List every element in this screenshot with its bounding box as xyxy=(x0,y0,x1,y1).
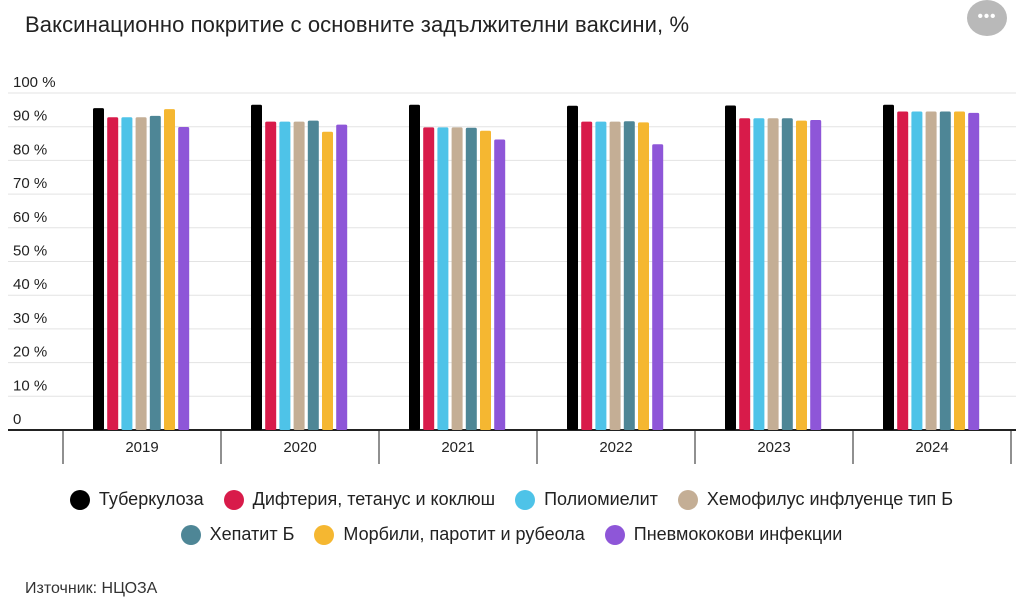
x-tick-label: 2024 xyxy=(915,439,948,456)
bar xyxy=(781,118,793,431)
legend-item: Пневмококови инфекции xyxy=(604,524,843,545)
y-tick-label: 80 % xyxy=(13,141,47,158)
bar xyxy=(968,112,980,431)
bar xyxy=(149,115,161,430)
legend-swatch xyxy=(677,489,698,510)
legend-label: Пневмококови инфекции xyxy=(633,524,843,544)
bar xyxy=(911,111,923,430)
x-tick-label: 2019 xyxy=(125,439,158,456)
legend-label: Дифтерия, тетанус и коклюш xyxy=(252,489,496,509)
bar xyxy=(336,124,348,430)
y-tick-label: 0 xyxy=(13,411,21,428)
legend-swatch xyxy=(515,489,536,510)
legend-swatch xyxy=(180,524,201,545)
y-tick-label: 60 % xyxy=(13,209,47,226)
legend-row-2: Хепатит Б Морбили, паротит и рубеола Пневм… xyxy=(0,524,1023,545)
bar xyxy=(465,127,477,430)
bar xyxy=(265,121,277,431)
bar xyxy=(494,139,506,431)
legend-item: Хепатит Б xyxy=(180,524,295,545)
bar xyxy=(638,122,649,430)
bar xyxy=(437,127,449,431)
legend-item: Дифтерия, тетанус и коклюш xyxy=(223,489,496,510)
bar xyxy=(925,111,937,430)
bar xyxy=(279,121,291,431)
legend-item: Хемофилус инфлуенце тип Б xyxy=(677,489,954,510)
y-tick-label: 100 % xyxy=(13,74,56,91)
legend-label: Полиомиелит xyxy=(544,489,658,509)
bar xyxy=(135,117,147,430)
y-tick-label: 40 % xyxy=(13,276,47,293)
y-tick-label: 90 % xyxy=(13,108,47,125)
bar-chart: 0 10 % 20 % 30 % 40 % 50 % 60 % 70 % 80 % 90 % 100… xyxy=(8,74,1016,464)
bar xyxy=(796,120,807,430)
bar xyxy=(293,121,305,431)
y-tick-label: 70 % xyxy=(13,175,47,192)
x-tick-label: 2022 xyxy=(599,439,632,456)
legend-item: Полиомиелит xyxy=(515,489,658,510)
more-options-button[interactable]: ••• xyxy=(967,0,1007,36)
bar xyxy=(93,108,104,430)
legend-swatch xyxy=(223,489,244,510)
bar xyxy=(595,121,607,431)
bar xyxy=(954,111,965,430)
bar xyxy=(883,104,894,431)
bar xyxy=(178,127,190,431)
x-tick-label: 2023 xyxy=(757,439,790,456)
legend-label: Хепатит Б xyxy=(209,524,295,544)
bar xyxy=(107,117,119,430)
bar xyxy=(767,118,779,431)
y-tick-label: 50 % xyxy=(13,243,47,260)
bar xyxy=(423,127,435,431)
bar xyxy=(581,121,593,431)
x-tick-label: 2020 xyxy=(283,439,316,456)
bar xyxy=(652,144,664,430)
bar xyxy=(307,120,319,430)
legend-item: Туберкулоза xyxy=(69,489,204,510)
more-dots-icon: ••• xyxy=(977,7,997,25)
legend-swatch xyxy=(69,489,90,510)
bar xyxy=(251,104,262,431)
legend-item: Морбили, паротит и рубеола xyxy=(314,524,585,545)
bar xyxy=(810,119,822,431)
bar xyxy=(409,104,420,431)
bar xyxy=(609,121,621,431)
bar xyxy=(567,105,578,430)
bar xyxy=(939,111,951,430)
bar xyxy=(121,117,133,430)
source-note: Източник: НЦОЗА xyxy=(25,580,158,597)
bar xyxy=(623,121,635,431)
bar xyxy=(739,118,751,431)
legend-row-1: Туберкулоза Дифтерия, тетанус и коклюш Пол… xyxy=(0,489,1023,510)
bar xyxy=(897,111,909,430)
x-tick-label: 2021 xyxy=(441,439,474,456)
legend-label: Морбили, паротит и рубеола xyxy=(343,524,585,544)
bar xyxy=(753,118,765,431)
legend-swatch xyxy=(314,524,335,545)
bar xyxy=(725,105,736,431)
bar xyxy=(451,127,463,431)
bar xyxy=(164,109,175,431)
legend-label: Туберкулоза xyxy=(98,489,204,509)
legend-label: Хемофилус инфлуенце тип Б xyxy=(706,489,954,509)
chart-title: Ваксинационно покритие с основните задъл… xyxy=(25,12,690,37)
y-tick-label: 10 % xyxy=(13,377,47,394)
legend-swatch xyxy=(604,524,625,545)
y-tick-label: 30 % xyxy=(13,310,47,327)
y-tick-label: 20 % xyxy=(13,344,47,361)
bar xyxy=(322,131,333,430)
bar xyxy=(480,130,491,430)
